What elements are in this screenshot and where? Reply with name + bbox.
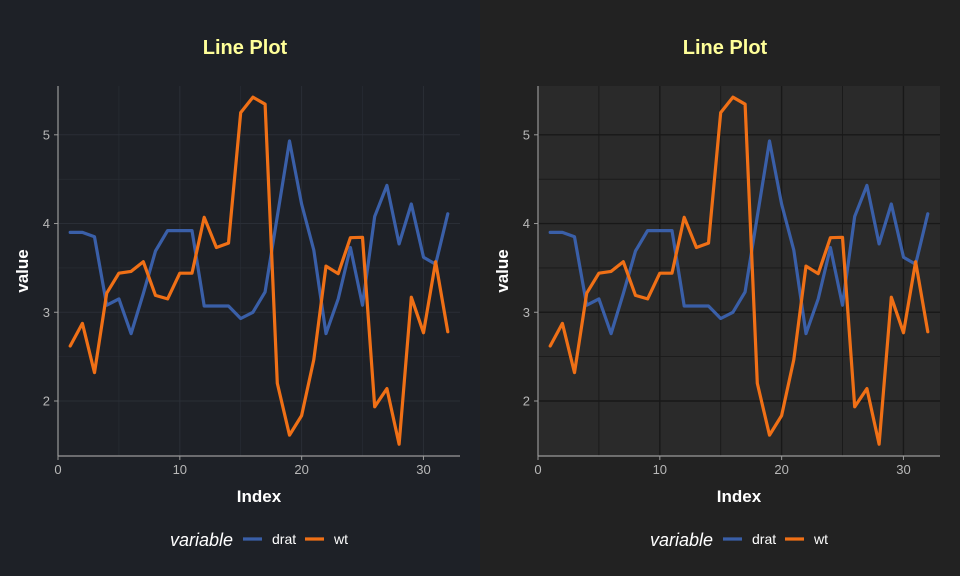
x-tick-label: 20 — [294, 462, 308, 477]
line-chart-left: 0 10 20 30 2 3 4 5 Line Plot Index value variable dr… — [13, 37, 460, 550]
series-line-drat — [68, 139, 450, 336]
chart-panel-right: 0 10 20 30 2 3 4 5 Line Plot Index value variable dr… — [480, 0, 960, 576]
x-axis-title: Index — [717, 487, 762, 506]
chart-panel-left: 0 10 20 30 2 3 4 5 Line Plot Index value variable dr… — [0, 0, 480, 576]
x-tick-label: 10 — [173, 462, 187, 477]
x-tick-label: 0 — [54, 462, 61, 477]
y-tick-label: 3 — [523, 305, 530, 320]
legend-label-wt: wt — [333, 531, 348, 547]
chart-title: Line Plot — [203, 37, 288, 59]
y-tick-label: 3 — [43, 305, 50, 320]
series-line-drat — [548, 139, 930, 336]
x-tick-label: 10 — [653, 462, 667, 477]
legend-label-drat: drat — [272, 531, 296, 547]
chart-title: Line Plot — [683, 37, 768, 59]
legend-label-wt: wt — [813, 531, 828, 547]
y-axis-title: value — [493, 249, 512, 292]
legend-label-drat: drat — [752, 531, 776, 547]
line-chart-right: 0 10 20 30 2 3 4 5 Line Plot Index value variable dr… — [493, 37, 940, 550]
y-tick-label: 4 — [43, 216, 50, 231]
x-tick-label: 30 — [896, 462, 910, 477]
series-line-wt — [68, 95, 450, 446]
y-tick-label: 5 — [523, 127, 530, 142]
x-tick-label: 0 — [534, 462, 541, 477]
y-tick-label: 2 — [43, 393, 50, 408]
y-tick-label: 5 — [43, 127, 50, 142]
legend-title: variable — [170, 530, 233, 550]
legend-title: variable — [650, 530, 713, 550]
y-tick-label: 4 — [523, 216, 530, 231]
y-tick-label: 2 — [523, 393, 530, 408]
x-axis-title: Index — [237, 487, 282, 506]
y-axis-title: value — [13, 249, 32, 292]
series-line-wt — [548, 95, 930, 446]
x-tick-label: 20 — [774, 462, 788, 477]
x-tick-label: 30 — [416, 462, 430, 477]
